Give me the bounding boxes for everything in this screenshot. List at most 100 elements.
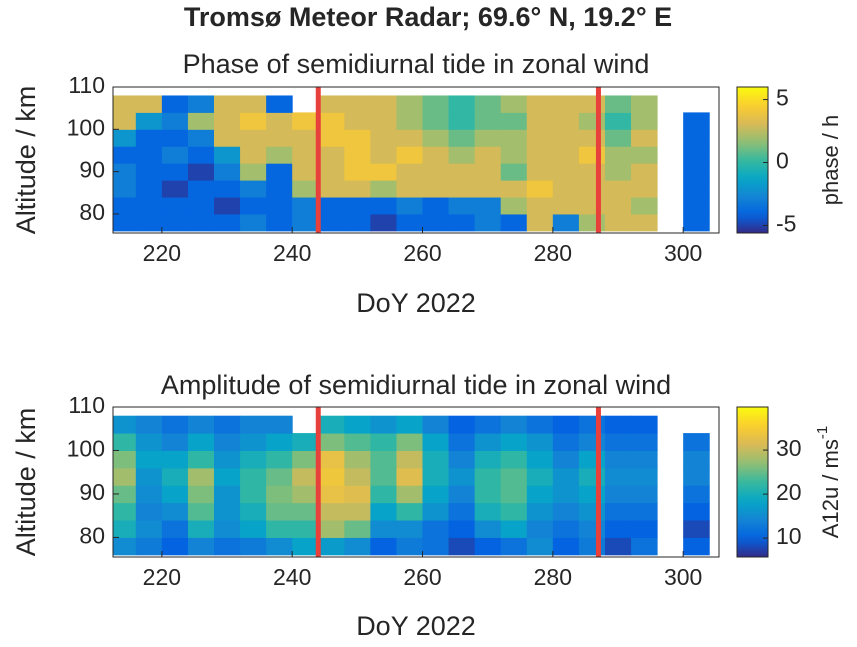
heatmap-cell (113, 163, 137, 181)
heatmap-cell (135, 163, 163, 181)
colorbar-label-sup: -1 (814, 426, 831, 439)
heatmap-cell (266, 112, 293, 130)
heatmap-cell (214, 520, 241, 538)
heatmap-cell (604, 520, 632, 538)
heatmap-cell (474, 520, 502, 538)
heatmap-cell (292, 467, 319, 486)
heatmap-cell (135, 520, 163, 538)
heatmap-cell (552, 213, 580, 232)
heatmap-cell (187, 433, 215, 451)
heatmap-cell (370, 467, 397, 486)
heatmap-cell (187, 415, 215, 434)
heatmap-cell (578, 180, 606, 198)
heatmap-cell (344, 520, 371, 538)
heatmap-cell (292, 537, 319, 556)
heatmap-cell (578, 213, 606, 232)
heatmap-cell (113, 450, 137, 469)
colorbar-tick-label: 20 (776, 479, 802, 505)
heatmap-cell (552, 146, 580, 164)
heatmap-cell (370, 450, 397, 469)
heatmap-cell (240, 520, 267, 538)
heatmap-cells (113, 95, 710, 232)
heatmap-cell (318, 537, 345, 556)
x-axis-label: DoY 2022 (356, 288, 476, 318)
heatmap-cell (552, 112, 580, 130)
heatmap-cell (448, 520, 476, 538)
heatmap-cell (604, 197, 632, 215)
heatmap-cell (187, 197, 215, 215)
heatmap-cell (370, 95, 397, 113)
heatmap-cell (604, 129, 632, 147)
heatmap-cell (552, 415, 580, 434)
heatmap-cell (422, 163, 450, 181)
heatmap-cell (396, 502, 424, 521)
heatmap-cell (113, 197, 137, 215)
heatmap-cell (631, 180, 658, 198)
heatmap-cell (631, 520, 658, 538)
heatmap-cell (526, 502, 554, 521)
heatmap-cell (318, 213, 345, 232)
heatmap-cell (318, 197, 345, 215)
heatmap-cell (552, 180, 580, 198)
heatmap-cell (161, 163, 189, 181)
heatmap-cell (292, 213, 319, 232)
heatmap-cell (344, 146, 371, 164)
heatmap-cell (240, 163, 267, 181)
heatmap-cell (500, 502, 528, 521)
heatmap-cell (214, 502, 241, 521)
heatmap-cell (422, 112, 450, 130)
heatmap-cell (552, 467, 580, 486)
y-axis-label: Altitude / km (11, 408, 41, 557)
heatmap-cell (161, 537, 189, 556)
axes-box (112, 406, 720, 558)
heatmap-cell (266, 450, 293, 469)
heatmap-cell (187, 129, 215, 147)
heatmap-cell (370, 502, 397, 521)
heatmap-cell (240, 537, 267, 556)
heatmap-cell (344, 129, 371, 147)
heatmap-cell (135, 537, 163, 556)
heatmap-cell (422, 467, 450, 486)
y-axis-label: Altitude / km (11, 86, 41, 235)
chart-title: Phase of semidiurnal tide in zonal wind (183, 49, 650, 79)
heatmap-cell (214, 485, 241, 504)
heatmap-cell (187, 163, 215, 181)
heatmap-cell (135, 467, 163, 486)
y-tick-label: 110 (68, 392, 105, 418)
heatmap-cell (631, 433, 658, 451)
heatmap-cell (631, 467, 658, 486)
heatmap-cell (604, 146, 632, 164)
heatmap-cell (578, 415, 606, 434)
heatmap-cell (292, 502, 319, 521)
y-tick-label: 100 (67, 436, 105, 462)
heatmap-cell (604, 537, 632, 556)
heatmap-cell (135, 433, 163, 451)
heatmap-cell (422, 146, 450, 164)
heatmap-cell (396, 537, 424, 556)
heatmap-cell (214, 213, 241, 232)
heatmap-cell (474, 485, 502, 504)
heatmap-cell (396, 520, 424, 538)
heatmap-cell (578, 433, 606, 451)
heatmap-cell (578, 467, 606, 486)
heatmap-cell (683, 467, 710, 486)
heatmap-cell (344, 433, 371, 451)
heatmap-cell (318, 415, 345, 434)
colorbar-tick-label: 10 (776, 523, 802, 549)
colorbar (736, 406, 769, 558)
heatmap-cell (526, 537, 554, 556)
heatmap-cell (552, 129, 580, 147)
heatmap-cell (683, 180, 710, 198)
heatmap-cell (526, 146, 554, 164)
heatmap-cell (266, 180, 293, 198)
colorbar-tick-label: 30 (776, 435, 802, 461)
heatmap-cell (240, 129, 267, 147)
heatmap-cell (604, 163, 632, 181)
heatmap-cell (500, 95, 528, 113)
heatmap-cell (318, 485, 345, 504)
heatmap-cell (552, 450, 580, 469)
heatmap-cell (161, 467, 189, 486)
heatmap-cell (396, 467, 424, 486)
heatmap-cell (631, 502, 658, 521)
colorbar (736, 86, 769, 234)
